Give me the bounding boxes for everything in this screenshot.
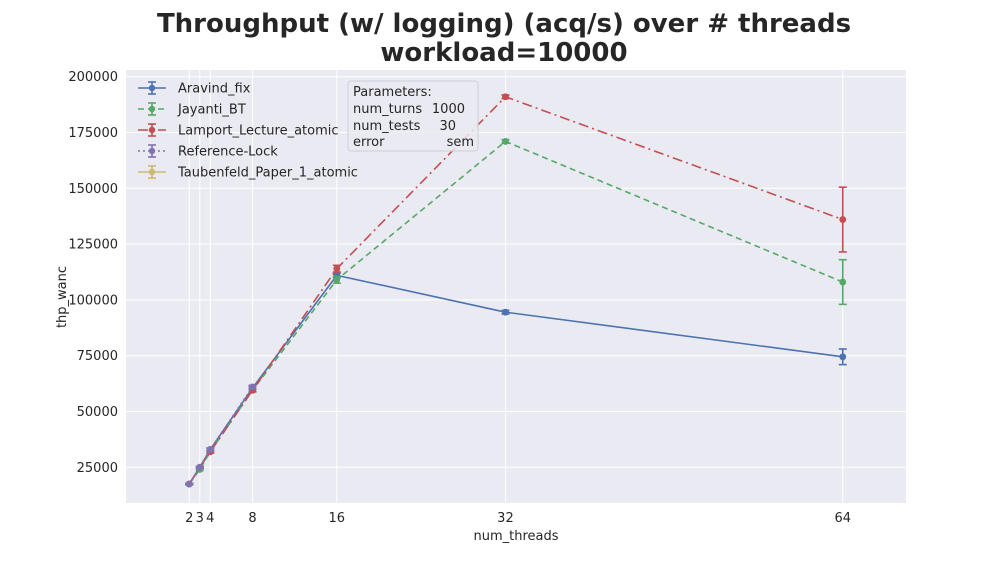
plot-area bbox=[126, 70, 906, 503]
series-line bbox=[188, 386, 254, 485]
legend-entry-5: Taubenfeld_Paper_1_atomic bbox=[138, 165, 358, 181]
data-point bbox=[333, 265, 341, 273]
parameters-header: Parameters: bbox=[353, 85, 432, 100]
chart-title-line1: Throughput (w/ logging) (acq/s) over # t… bbox=[157, 9, 851, 39]
x-tick-label: 4 bbox=[206, 511, 214, 526]
x-tick-label: 8 bbox=[248, 511, 256, 526]
legend-marker bbox=[148, 84, 156, 92]
param-key-num-tests: num_tests bbox=[353, 119, 421, 134]
data-point bbox=[502, 93, 509, 101]
param-key-error: error bbox=[353, 135, 385, 150]
legend-label: Jayanti_BT bbox=[177, 103, 246, 118]
data-point bbox=[839, 353, 847, 361]
data-point bbox=[185, 480, 193, 488]
x-axis-label: num_threads bbox=[473, 529, 558, 544]
y-tick-label: 150000 bbox=[68, 182, 118, 197]
legend-marker bbox=[148, 126, 156, 134]
y-axis-ticks: 25000 50000 75000 100000 125000 150000 175000 2… bbox=[68, 70, 118, 476]
y-tick-label: 75000 bbox=[77, 349, 118, 364]
legend-entry-1: Aravind_fix bbox=[138, 81, 251, 97]
x-tick-label: 64 bbox=[834, 511, 851, 526]
data-point bbox=[249, 383, 256, 391]
legend-entry-4: Reference-Lock bbox=[138, 144, 278, 160]
legend-label: Reference-Lock bbox=[178, 145, 278, 160]
y-axis-label: thp_wanc bbox=[55, 266, 70, 328]
data-point bbox=[333, 276, 341, 284]
y-tick-label: 125000 bbox=[68, 238, 118, 253]
series-layer bbox=[185, 93, 847, 488]
data-point bbox=[839, 216, 847, 223]
legend: Aravind_fix Jayanti_BT Lamport_Lecture_ato… bbox=[138, 81, 358, 181]
legend-label: Taubenfeld_Paper_1_atomic bbox=[177, 166, 358, 181]
legend-entry-2: Jayanti_BT bbox=[138, 102, 246, 118]
legend-label: Aravind_fix bbox=[178, 82, 251, 97]
param-key-num-turns: num_turns bbox=[353, 102, 422, 117]
data-point bbox=[502, 138, 509, 145]
x-tick-label: 32 bbox=[497, 511, 514, 526]
data-point bbox=[206, 446, 214, 453]
param-value-error: sem bbox=[447, 135, 474, 150]
y-tick-label: 175000 bbox=[68, 126, 118, 141]
data-point bbox=[839, 278, 847, 286]
x-tick-label: 3 bbox=[196, 511, 204, 526]
param-value-num-turns: 1000 bbox=[432, 102, 465, 117]
y-tick-label: 50000 bbox=[77, 405, 118, 420]
y-tick-label: 25000 bbox=[77, 461, 118, 476]
legend-entry-3: Lamport_Lecture_atomic bbox=[138, 123, 339, 139]
legend-marker bbox=[148, 105, 156, 113]
data-point bbox=[502, 308, 509, 316]
parameters-box: Parameters: num_turns 1000 num_tests 30 … bbox=[347, 80, 479, 152]
legend-marker bbox=[148, 168, 156, 176]
legend-marker bbox=[148, 147, 156, 155]
y-tick-label: 100000 bbox=[68, 293, 118, 308]
data-point bbox=[196, 463, 204, 471]
x-axis-ticks: 2 3 4 8 16 32 64 bbox=[185, 511, 851, 526]
series-4 bbox=[185, 383, 257, 488]
legend-label: Lamport_Lecture_atomic bbox=[178, 124, 339, 139]
param-value-num-tests: 30 bbox=[439, 119, 456, 134]
x-tick-label: 16 bbox=[329, 511, 346, 526]
chart-title-line2: workload=10000 bbox=[380, 38, 627, 68]
x-tick-label: 2 bbox=[185, 511, 193, 526]
y-tick-label: 200000 bbox=[68, 70, 118, 85]
